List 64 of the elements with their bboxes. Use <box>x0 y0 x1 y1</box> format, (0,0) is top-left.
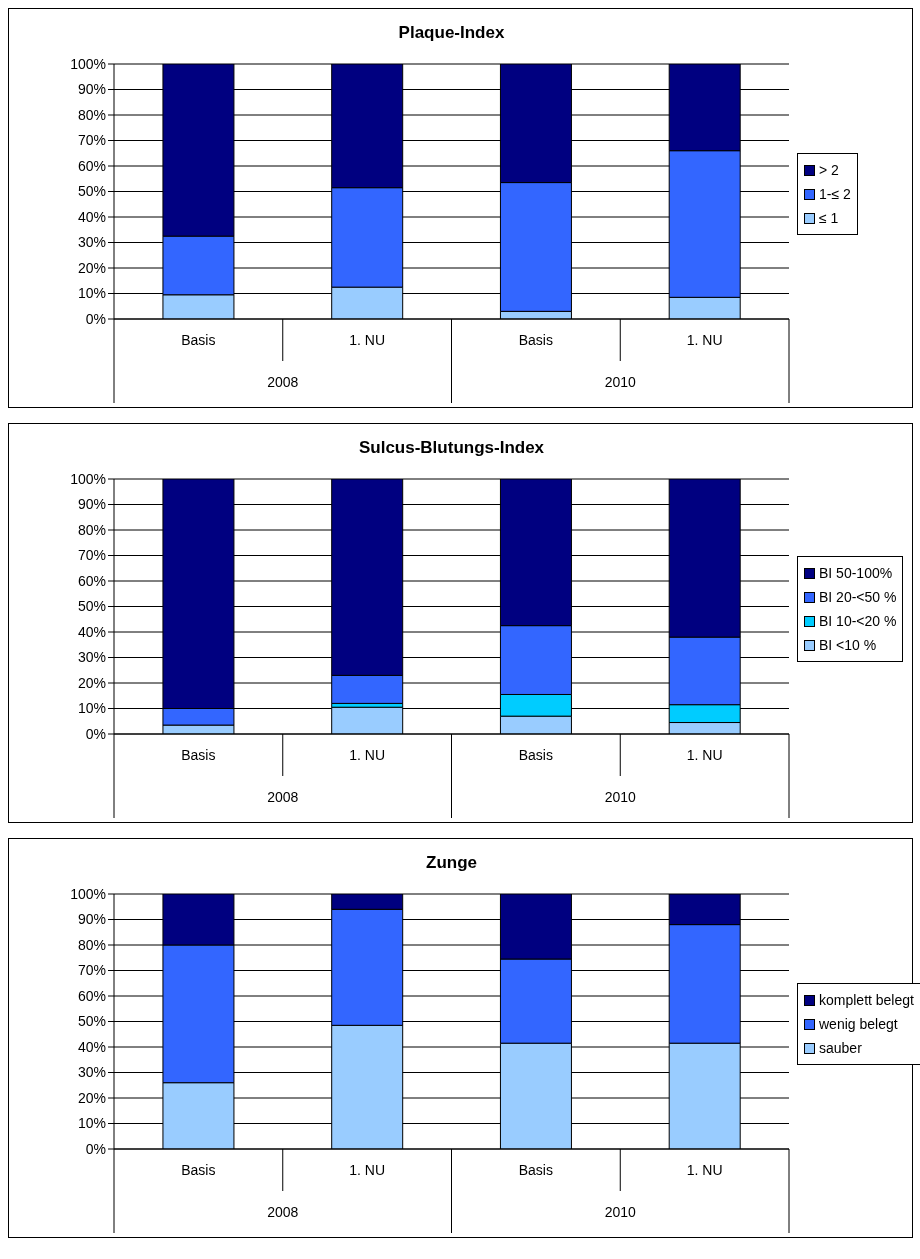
y-tick-label: 90% <box>77 81 106 98</box>
y-tick-label: 70% <box>77 962 106 979</box>
y-tick-label: 50% <box>77 1013 106 1030</box>
x-tick-label: Basis <box>518 1162 553 1178</box>
legend-label: BI 20-<50 % <box>819 589 897 605</box>
y-tick-label: 10% <box>77 1115 106 1132</box>
x-tick-label: 1. NU <box>349 1162 386 1178</box>
y-tick-label: 70% <box>77 132 106 149</box>
y-tick-label: 30% <box>77 1064 106 1081</box>
y-tick-label: 80% <box>77 521 106 538</box>
legend-label: > 2 <box>819 162 839 178</box>
y-tick-label: 80% <box>77 106 106 123</box>
y-tick-label: 40% <box>77 1038 106 1055</box>
x-tick-label: 1. NU <box>349 332 386 348</box>
x-tick-label: Basis <box>181 747 216 763</box>
text: 2010 <box>604 1204 637 1220</box>
y-tick-label: 80% <box>77 936 106 953</box>
y-tick-label: 90% <box>77 911 106 928</box>
y-tick-label: 50% <box>77 598 106 615</box>
y-tick-label: 0% <box>85 1140 106 1157</box>
x-tick-label: Basis <box>181 332 216 348</box>
chart-title: Sulcus-Blutungs-Index <box>357 438 546 458</box>
chart-title: Plaque-Index <box>397 23 506 43</box>
x-tick-label: 1. NU <box>686 332 723 348</box>
legend-label: BI <10 % <box>819 637 877 653</box>
y-tick-label: 30% <box>77 234 106 251</box>
y-tick-label: 70% <box>77 547 106 564</box>
legend-label: komplett belegt <box>819 992 914 1008</box>
legend-label: ≤ 1 <box>819 210 839 226</box>
y-tick-label: 100% <box>70 470 106 487</box>
y-tick-label: 0% <box>85 310 106 327</box>
y-tick-label: 10% <box>77 700 106 717</box>
text: 2008 <box>267 374 299 390</box>
text: 2010 <box>604 374 637 390</box>
text: 2008 <box>267 1204 299 1220</box>
chart-title: Zunge <box>425 853 478 873</box>
y-tick-label: 100% <box>70 885 106 902</box>
x-tick-label: Basis <box>518 747 553 763</box>
legend-label: sauber <box>819 1040 862 1056</box>
text: 2010 <box>604 789 637 805</box>
y-tick-label: 20% <box>77 259 106 276</box>
legend-label: wenig belegt <box>819 1016 898 1032</box>
y-tick-label: 90% <box>77 496 106 513</box>
legend-label: 1-≤ 2 <box>819 186 851 202</box>
y-tick-label: 20% <box>77 674 106 691</box>
x-tick-label: Basis <box>518 332 553 348</box>
y-tick-label: 0% <box>85 725 106 742</box>
x-tick-label: 1. NU <box>349 747 386 763</box>
x-tick-label: 1. NU <box>686 1162 723 1178</box>
y-tick-label: 20% <box>77 1089 106 1106</box>
y-tick-label: 30% <box>77 649 106 666</box>
y-tick-label: 10% <box>77 285 106 302</box>
y-tick-label: 60% <box>77 987 106 1004</box>
y-tick-label: 100% <box>70 55 106 72</box>
y-tick-label: 50% <box>77 183 106 200</box>
y-tick-label: 40% <box>77 623 106 640</box>
y-tick-label: 60% <box>77 157 106 174</box>
legend-label: BI 10-<20 % <box>819 613 897 629</box>
x-tick-label: Basis <box>181 1162 216 1178</box>
x-tick-label: 1. NU <box>686 747 723 763</box>
y-tick-label: 60% <box>77 572 106 589</box>
y-tick-label: 40% <box>77 208 106 225</box>
text: 2008 <box>267 789 299 805</box>
legend-label: BI 50-100% <box>819 565 893 581</box>
